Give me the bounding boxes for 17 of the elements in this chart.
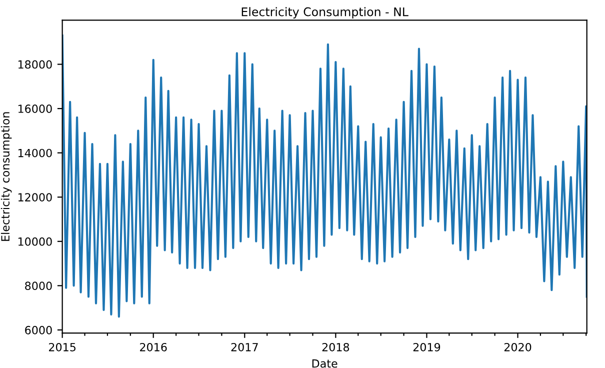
y-tick-label: 8000: [25, 282, 52, 290]
x-axis-title: Date: [312, 359, 338, 368]
x-tick-label: 2015: [48, 342, 76, 352]
y-tick-label: 12000: [18, 193, 52, 202]
y-tick-label: 10000: [18, 237, 52, 246]
y-tick-label: 18000: [18, 60, 52, 69]
x-tick-label: 2020: [504, 342, 532, 352]
x-tick-label: 2016: [140, 342, 167, 352]
y-tick-label: 6000: [25, 326, 52, 334]
line-series: [62, 34, 587, 318]
y-axis-title: Electricity consumption: [0, 112, 12, 241]
x-tick-label: 2017: [231, 342, 258, 352]
y-tick-label: 16000: [18, 104, 52, 113]
x-tick-label: 2018: [322, 342, 350, 352]
y-tick-label: 14000: [18, 148, 52, 158]
x-tick-label: 2019: [413, 342, 440, 352]
chart-title: Electricity Consumption - NL: [242, 7, 408, 19]
